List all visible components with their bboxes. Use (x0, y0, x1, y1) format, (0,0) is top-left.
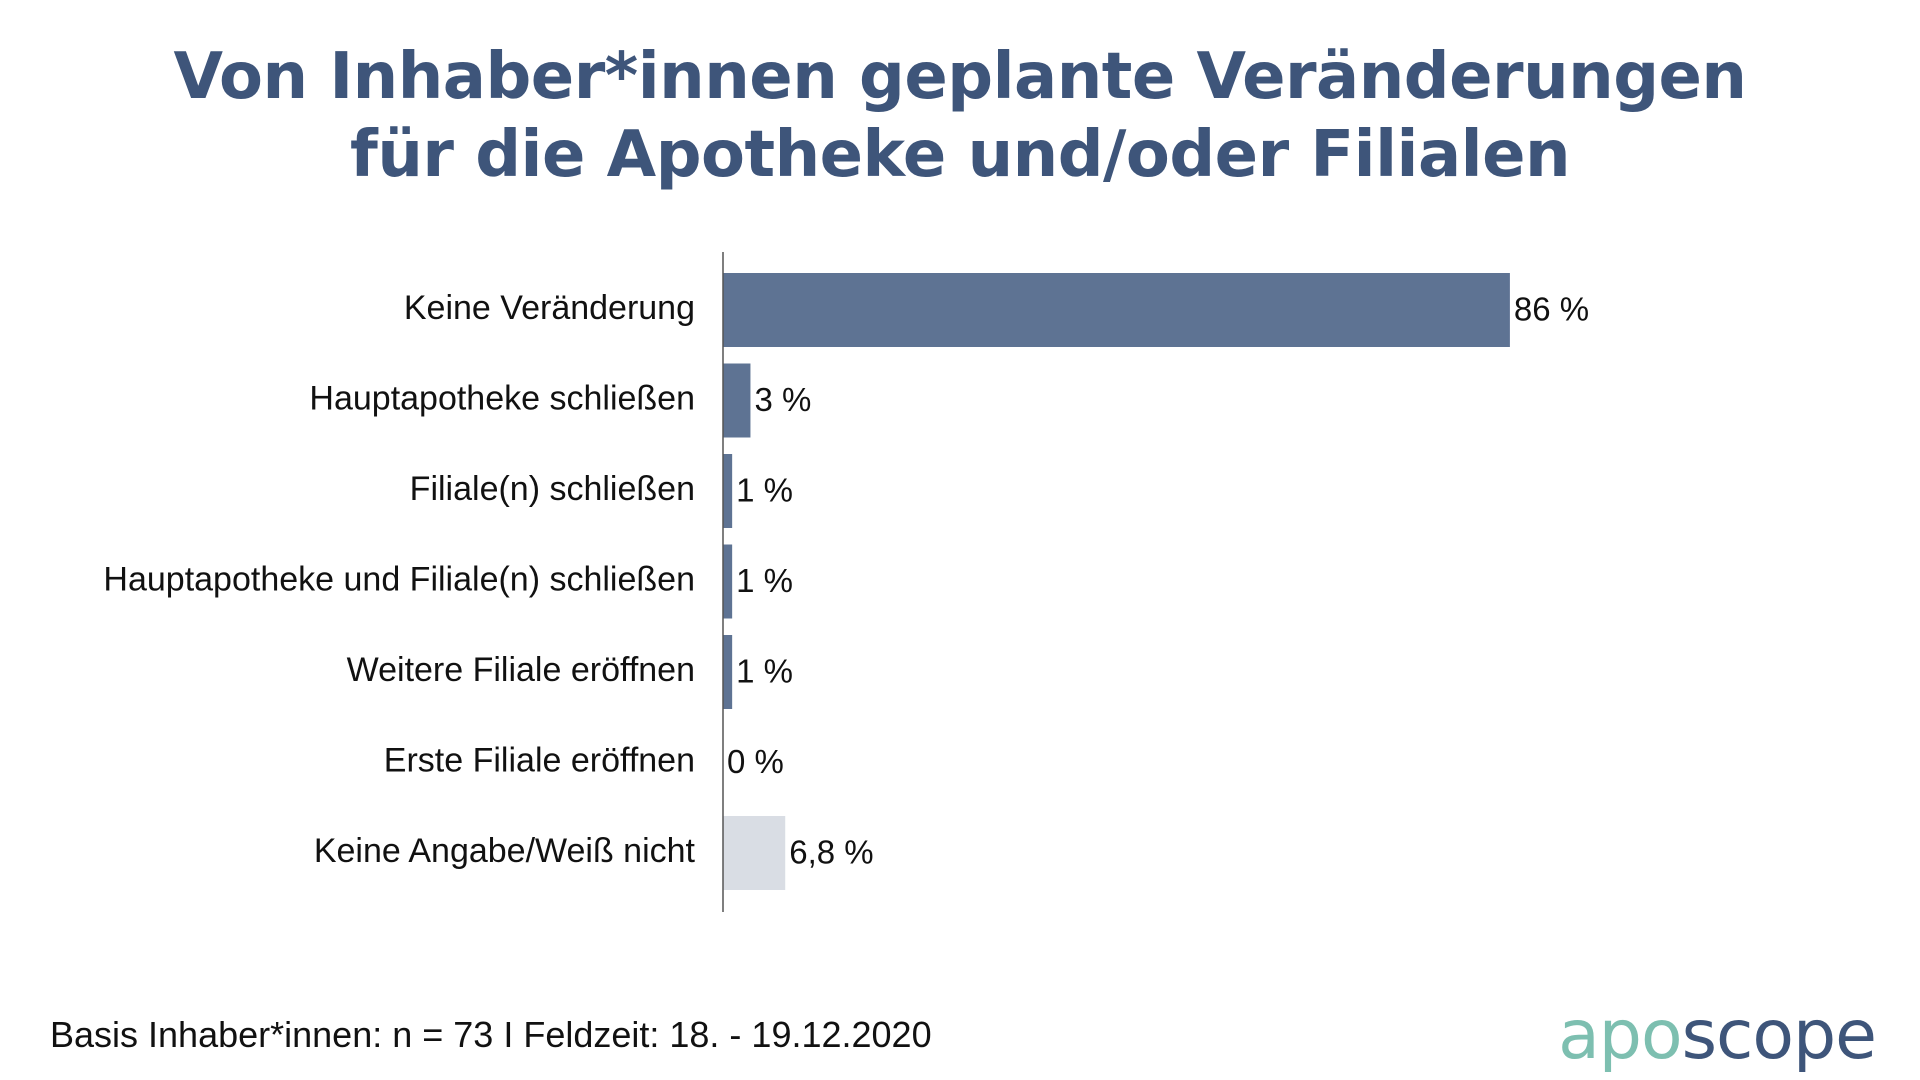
category-label-keine-angabe-weiss-nicht: Keine Angabe/Weiß nicht (314, 832, 696, 870)
bar-filiale-n-schliessen (723, 454, 733, 528)
category-label-hauptapotheke-schliessen: Hauptapotheke schließen (309, 379, 695, 417)
aposcope-logo: aposcope (1558, 996, 1877, 1076)
bar-keine-angabe-weiss-nicht (723, 816, 786, 890)
category-label-keine-veraenderung: Keine Veränderung (404, 289, 695, 327)
category-label-weitere-filiale-eroeffnen: Weitere Filiale eröffnen (347, 651, 695, 689)
logo-part-scope: scope (1681, 996, 1877, 1075)
footer-basis-note: Basis Inhaber*innen: n = 73 I Feldzeit: … (50, 1014, 932, 1055)
value-label-erste-filiale-eroeffnen: 0 % (727, 743, 784, 780)
bar-hauptapotheke-und-filiale-n-schliessen (723, 544, 733, 619)
value-label-keine-angabe-weiss-nicht: 6,8 % (789, 834, 873, 871)
value-label-keine-veraenderung: 86 % (1514, 291, 1589, 328)
logo-part-apo: apo (1558, 996, 1682, 1075)
value-label-hauptapotheke-und-filiale-n-schliessen: 1 % (736, 562, 793, 599)
category-labels-group: Keine Veränderung Hauptapotheke schließen… (103, 289, 695, 870)
chart-title-line-2: für die Apotheke und/oder Filialen (349, 118, 1571, 192)
category-label-erste-filiale-eroeffnen: Erste Filiale eröffnen (384, 741, 695, 779)
category-label-filiale-n-schliessen: Filiale(n) schließen (410, 470, 695, 508)
bar-hauptapotheke-schliessen (723, 363, 751, 438)
value-label-weitere-filiale-eroeffnen: 1 % (736, 653, 793, 690)
chart-title-line-1: Von Inhaber*innen geplante Veränderungen (173, 40, 1747, 114)
bar-weitere-filiale-eroeffnen (723, 635, 733, 709)
bar-keine-veraenderung (723, 273, 1510, 347)
bars-group (723, 273, 1510, 890)
value-label-hauptapotheke-schliessen: 3 % (754, 381, 811, 418)
value-label-filiale-n-schliessen: 1 % (736, 472, 793, 509)
value-labels-group: 86 % 3 % 1 % 1 % 1 % 0 % 6,8 % (727, 291, 1589, 871)
category-label-hauptapotheke-und-filiale-n-schliessen: Hauptapotheke und Filiale(n) schließen (103, 560, 695, 598)
chart-title: Von Inhaber*innen geplante Veränderungen… (0, 38, 1920, 194)
